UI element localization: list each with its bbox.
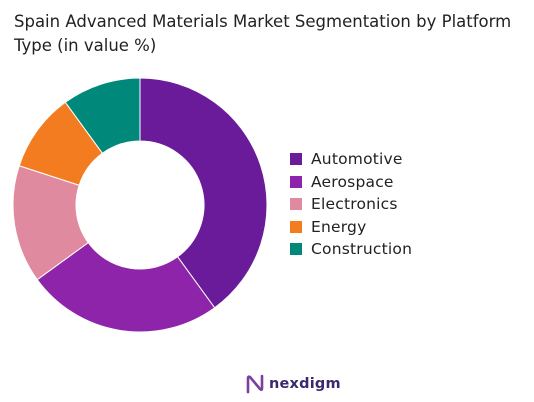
legend-item-energy: Energy bbox=[290, 216, 412, 239]
legend-swatch bbox=[290, 243, 302, 256]
slice-aerospace bbox=[36, 241, 216, 333]
legend-item-aerospace: Aerospace bbox=[290, 171, 412, 194]
legend: Automotive Aerospace Electronics Energy Cons… bbox=[290, 148, 412, 261]
legend-swatch bbox=[290, 220, 302, 233]
legend-label: Construction bbox=[311, 240, 413, 259]
legend-swatch bbox=[290, 198, 302, 211]
brand-name: nexdigm bbox=[269, 376, 341, 392]
legend-item-electronics: Electronics bbox=[290, 193, 412, 216]
chart-title: Spain Advanced Materials Market Segmenta… bbox=[14, 12, 512, 55]
legend-label: Automotive bbox=[311, 150, 403, 169]
legend-item-construction: Construction bbox=[290, 238, 412, 261]
legend-swatch bbox=[290, 153, 302, 166]
nexdigm-logo-icon bbox=[246, 374, 264, 394]
slice-construction bbox=[64, 77, 141, 154]
legend-label: Energy bbox=[311, 217, 367, 236]
legend-label: Electronics bbox=[311, 195, 398, 214]
legend-label: Aerospace bbox=[311, 172, 394, 191]
legend-swatch bbox=[290, 175, 302, 188]
slice-automotive bbox=[139, 77, 268, 309]
brand-logo: nexdigm bbox=[246, 374, 341, 394]
legend-item-automotive: Automotive bbox=[290, 148, 412, 171]
